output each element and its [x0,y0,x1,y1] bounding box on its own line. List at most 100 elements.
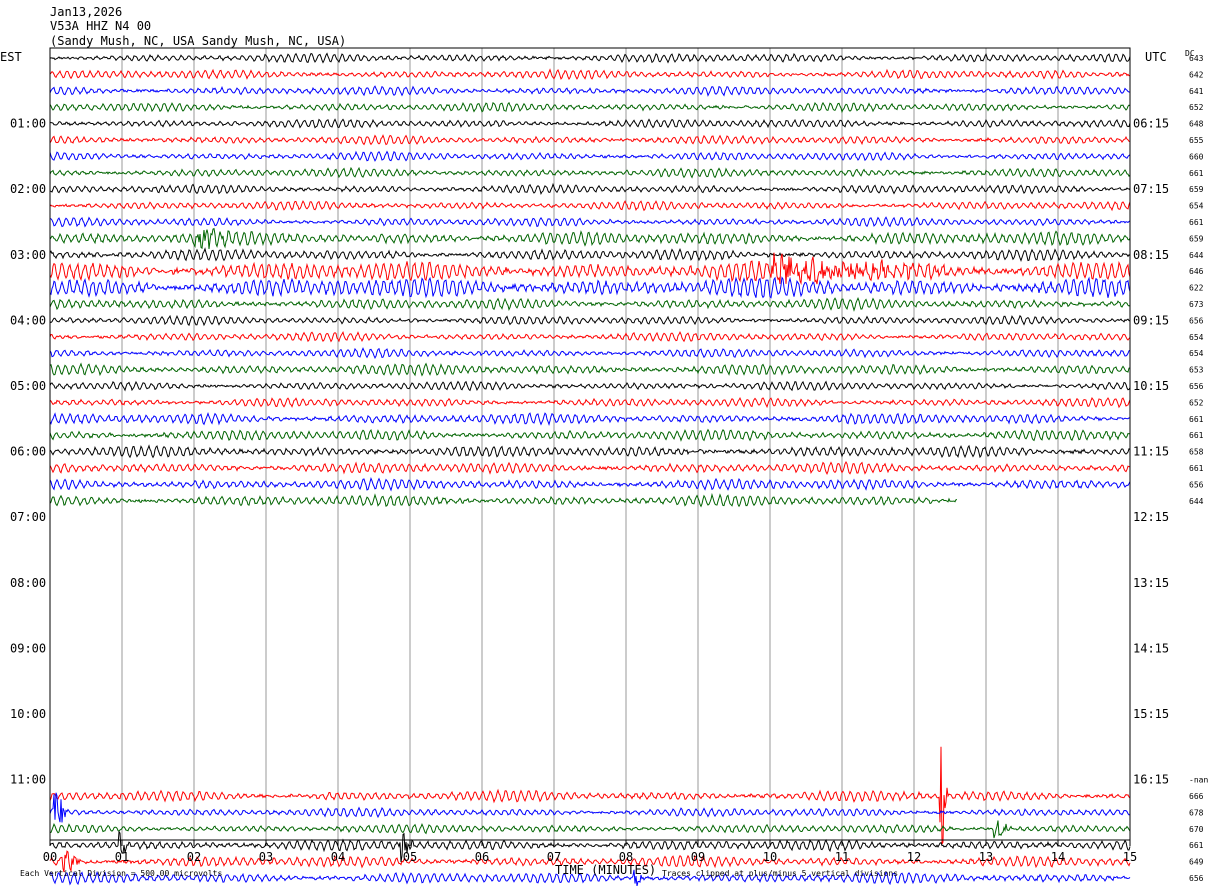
x-tick-label: 05 [403,850,417,864]
dc-offset-label: 652 [1189,103,1204,112]
right-hour-label: 11:15 [1133,445,1169,459]
left-hour-label: 06:00 [10,445,46,459]
trace-row-9 [49,200,1131,212]
trace-row-21 [49,396,1131,409]
right-hour-label: 16:15 [1133,773,1169,787]
dc-offset-label: 656 [1189,382,1204,391]
left-hour-label: 11:00 [10,773,46,787]
dc-offset-labels: 643 642 641 652 648 655 660 661 659 654 661 659 644 6… [1189,54,1208,883]
x-axis-label: TIME (MINUTES) [555,863,656,877]
x-tick-label: 07 [547,850,561,864]
trace-row-12 [49,247,1131,262]
trace-row-6 [49,150,1131,162]
x-tick-label: 09 [691,850,705,864]
dc-offset-label: 656 [1189,316,1204,325]
trace-row-48 [49,830,1131,863]
x-tick-label: 01 [115,850,129,864]
left-hour-labels: 01:00 02:00 03:00 04:00 05:00 06:00 07:00 08:00… [10,117,46,787]
dc-offset-label: 661 [1189,415,1204,424]
trace-row-22 [49,411,1131,426]
seismic-traces [49,52,1131,886]
dc-offset-label: 659 [1189,234,1204,243]
x-tick-label: 11 [835,850,849,864]
left-zone-label: EST [0,50,22,64]
trace-row-17 [49,331,1131,343]
dc-offset-label: 654 [1189,333,1204,342]
dc-offset-label: 661 [1189,464,1204,473]
left-hour-label: 10:00 [10,707,46,721]
right-hour-label: 13:15 [1133,576,1169,590]
right-hour-label: 09:15 [1133,313,1169,327]
dc-offset-label: 643 [1189,54,1204,63]
header-location: (Sandy Mush, NC, USA Sandy Mush, NC, USA… [50,34,346,48]
right-hour-label: 07:15 [1133,182,1169,196]
trace-row-7 [49,166,1131,179]
left-hour-label: 05:00 [10,379,46,393]
left-hour-label: 03:00 [10,248,46,262]
trace-row-10 [49,216,1131,228]
header-channel: V53A HHZ N4 00 [50,19,151,33]
x-tick-label: 10 [763,850,777,864]
trace-row-16 [49,314,1131,327]
x-axis-ticks: 00 01 02 03 04 05 06 07 08 09 10 11 12 13 14 15 [43,840,1137,864]
dc-offset-label: 666 [1189,792,1204,801]
trace-row-2 [49,85,1131,97]
right-hour-label: 15:15 [1133,707,1169,721]
dc-offset-label: 661 [1189,169,1204,178]
left-hour-label: 02:00 [10,182,46,196]
trace-row-11 [49,227,1131,250]
dc-offset-label: 648 [1189,120,1204,129]
x-tick-label: 04 [331,850,345,864]
right-hour-label: 08:15 [1133,248,1169,262]
trace-row-3 [49,101,1131,114]
x-tick-label: 15 [1123,850,1137,864]
trace-row-45 [49,746,1131,845]
header-date: Jan13,2026 [50,5,122,19]
right-hour-labels: 06:15 07:15 08:15 09:15 10:15 11:15 12:15 13:15… [1133,117,1169,787]
trace-row-14 [49,276,1131,299]
dc-offset-label: 649 [1189,858,1204,867]
dc-offset-label: 661 [1189,431,1204,440]
dc-offset-label: 652 [1189,398,1204,407]
trace-row-26 [49,477,1131,492]
dc-offset-label: 653 [1189,366,1204,375]
left-hour-label: 04:00 [10,313,46,327]
dc-offset-label: 642 [1189,70,1204,79]
trace-row-4 [50,118,1131,129]
dc-offset-label: 654 [1189,202,1204,211]
dc-offset-label: 670 [1189,825,1204,834]
x-tick-label: 03 [259,850,273,864]
dc-offset-label: 646 [1189,267,1204,276]
x-tick-label: 14 [1051,850,1065,864]
trace-row-19 [49,362,1131,377]
dc-offset-label: 678 [1189,808,1204,817]
dc-offset-label: 622 [1189,284,1204,293]
right-hour-label: 14:15 [1133,641,1169,655]
left-hour-label: 08:00 [10,576,46,590]
dc-offset-label: 660 [1189,152,1204,161]
dc-offset-label: 658 [1189,448,1204,457]
trace-row-18 [49,347,1131,360]
trace-row-20 [49,380,1131,392]
x-tick-label: 12 [907,850,921,864]
dc-offset-label: 644 [1189,497,1204,506]
dc-offset-label: 641 [1189,87,1204,96]
scale-note: Each Vertical Division = 500.00 microvol… [20,869,222,878]
right-hour-label: 06:15 [1133,117,1169,131]
dc-offset-label: 655 [1189,136,1204,145]
trace-row-50 [49,869,1131,886]
trace-row-5 [49,134,1131,146]
plot-frame [49,47,1131,841]
dc-offset-label: 673 [1189,300,1204,309]
x-tick-label: 06 [475,850,489,864]
trace-row-47 [49,820,1131,839]
trace-row-24 [49,444,1131,459]
clip-note: Traces clipped at plus/minus 5 vertical … [662,869,898,878]
dc-offset-label: 661 [1189,218,1204,227]
trace-row-0 [49,52,1131,64]
trace-row-8 [50,182,1131,196]
trace-row-23 [49,428,1130,442]
left-hour-label: 07:00 [10,510,46,524]
trace-row-13 [49,252,1131,286]
